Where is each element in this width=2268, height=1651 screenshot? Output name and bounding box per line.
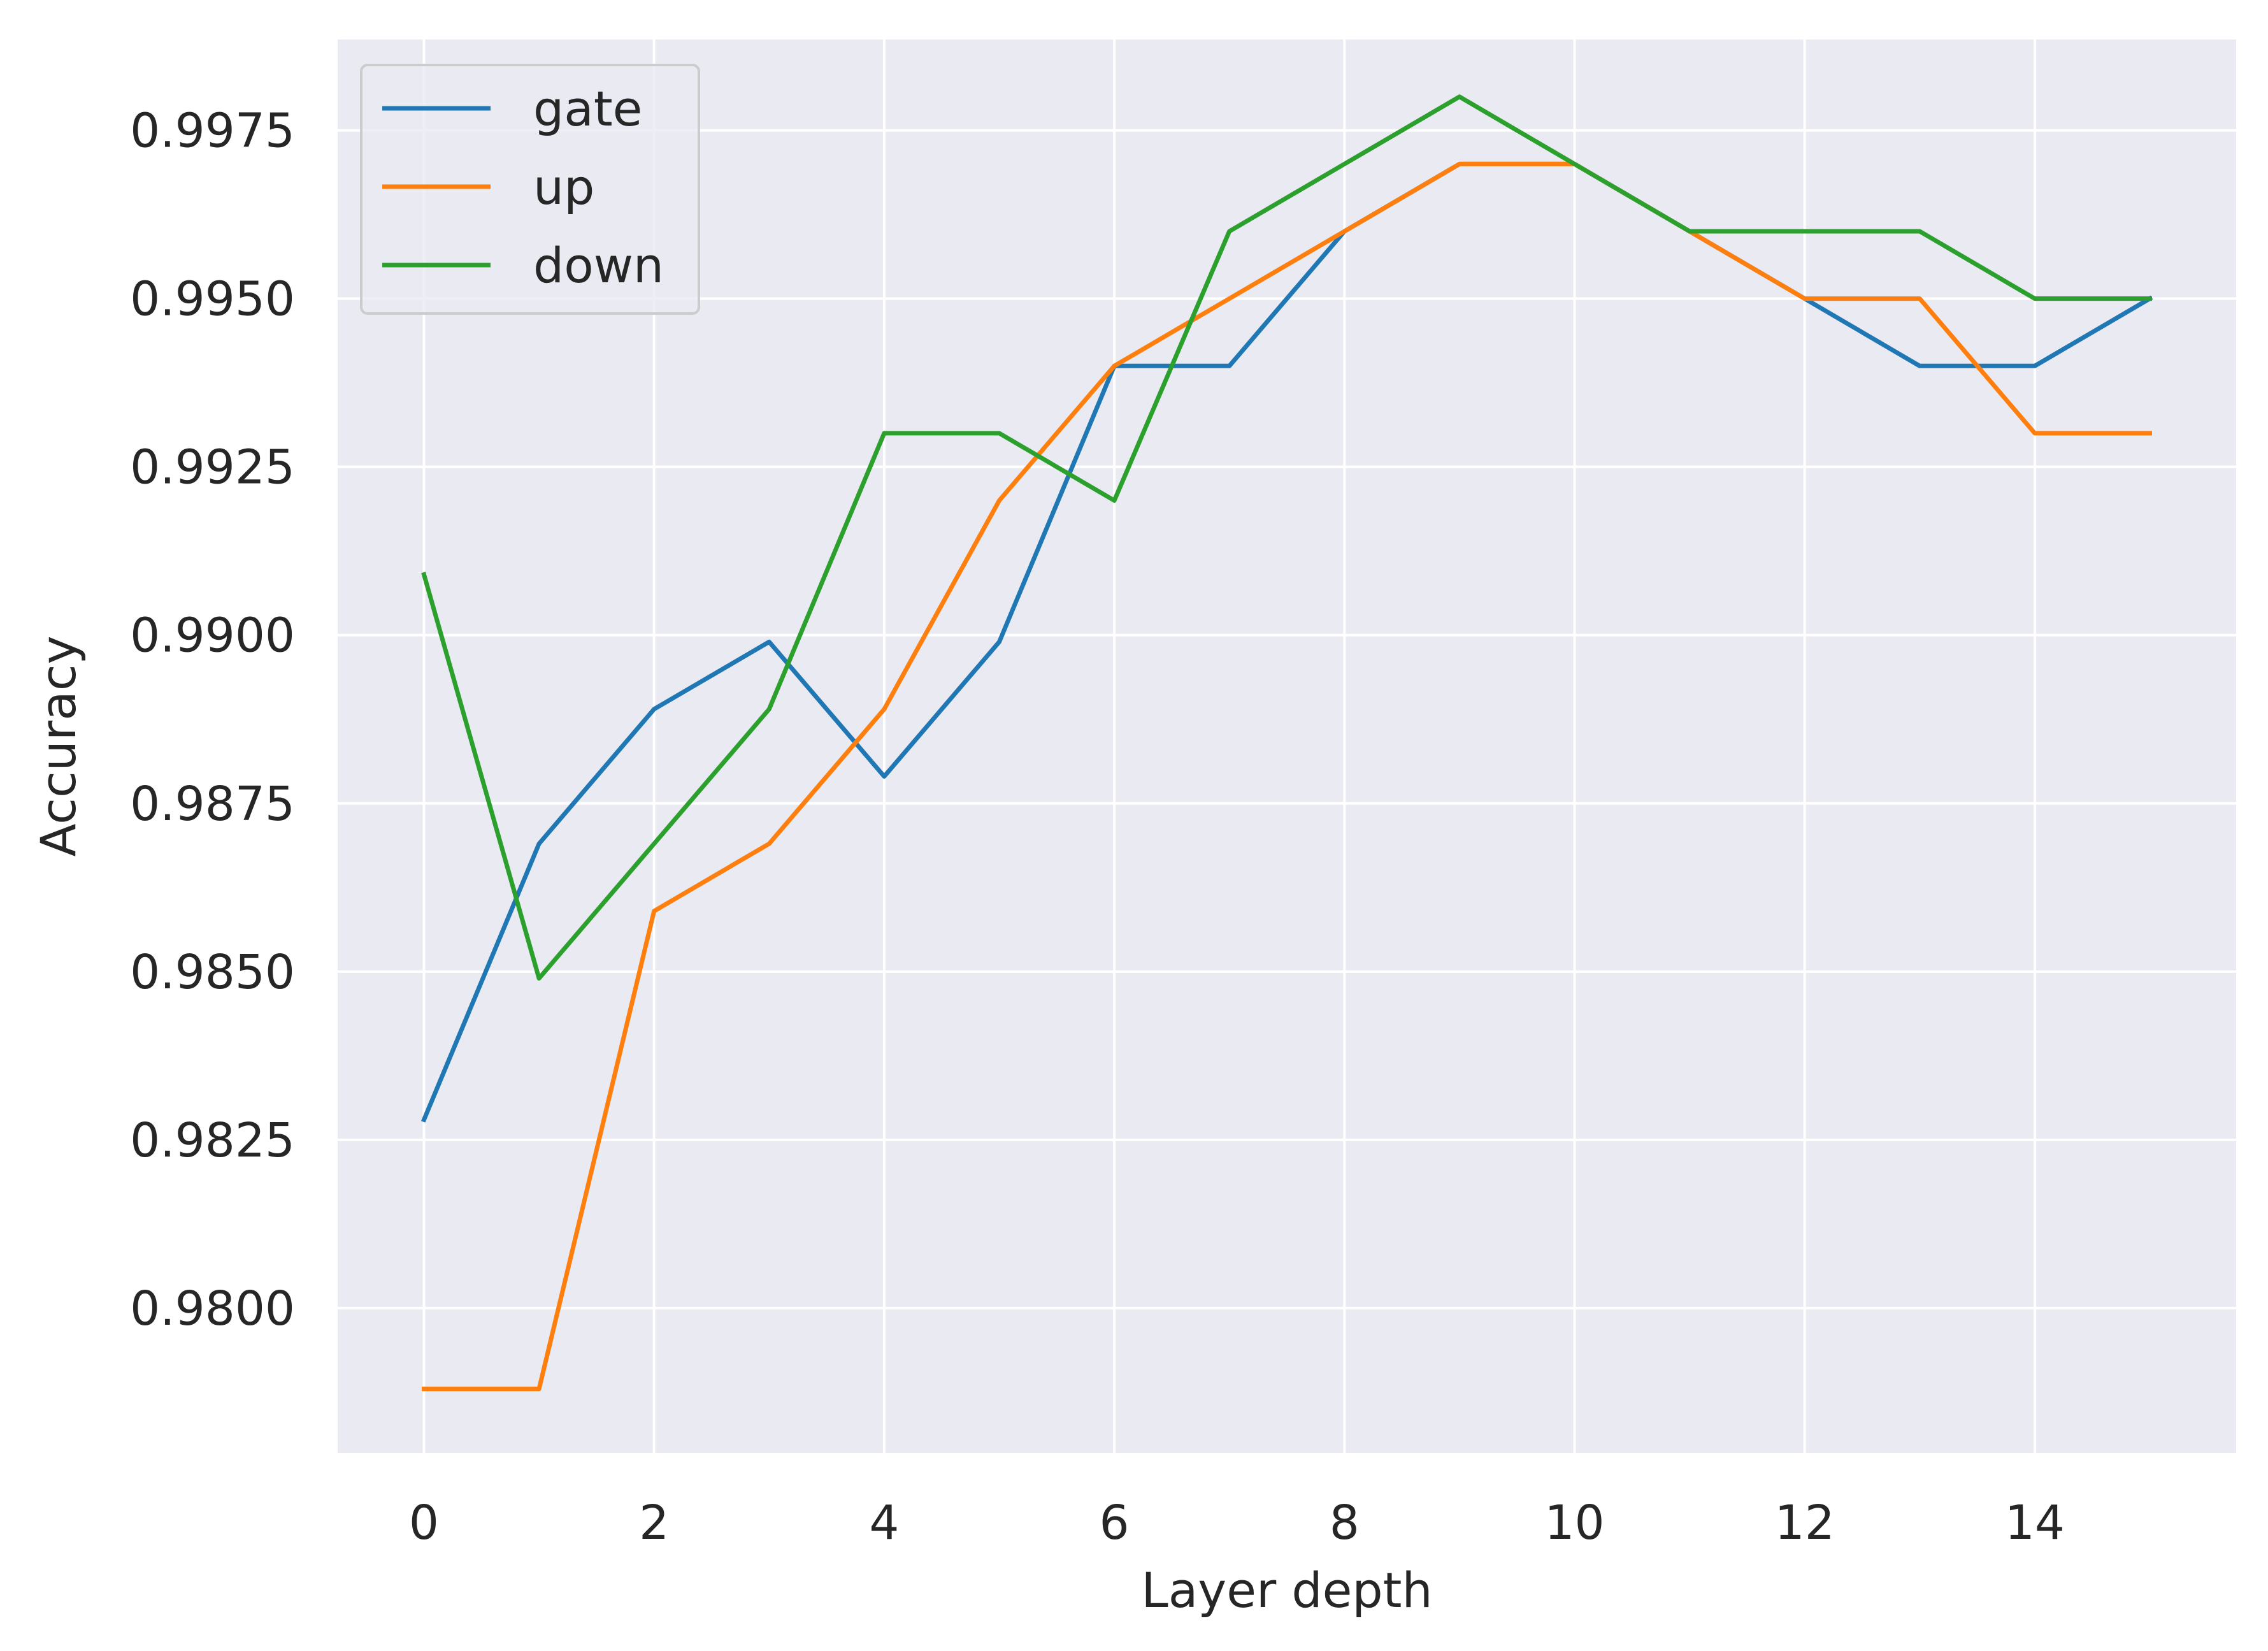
y-tick-labels: 0.9800 0.9825 0.9850 0.9875 0.9900 0.9925 0.99…	[130, 104, 295, 1336]
x-tick-label: 14	[2005, 1496, 2065, 1550]
legend: gate up down	[360, 64, 700, 315]
x-axis-label: Layer depth	[1141, 1562, 1432, 1619]
legend-label-gate: gate	[533, 80, 642, 137]
y-tick-label: 0.9875	[130, 777, 295, 832]
x-tick-label: 6	[1100, 1496, 1130, 1550]
y-tick-label: 0.9825	[130, 1113, 295, 1168]
legend-label-down: down	[533, 237, 664, 294]
x-tick-label: 2	[639, 1496, 669, 1550]
y-axis-label: Accuracy	[30, 636, 87, 857]
y-tick-label: 0.9925	[130, 440, 295, 495]
series-line-down	[421, 94, 2152, 981]
legend-label-up: up	[533, 159, 594, 215]
x-tick-label: 8	[1330, 1496, 1360, 1550]
y-tick-label: 0.9975	[130, 104, 295, 159]
x-tick-label: 10	[1544, 1496, 1604, 1550]
legend-frame	[360, 64, 700, 315]
y-tick-label: 0.9900	[130, 609, 295, 663]
x-tick-label: 12	[1775, 1496, 1835, 1550]
series-line-up	[422, 161, 2152, 1392]
legend-entries: gate up down	[382, 80, 664, 294]
series-line-gate	[420, 161, 2153, 1123]
y-tick-label: 0.9800	[130, 1281, 295, 1336]
y-tick-label: 0.9950	[130, 272, 295, 327]
x-tick-label: 0	[409, 1496, 439, 1550]
series-lines	[420, 94, 2153, 1392]
x-tick-label: 4	[869, 1496, 899, 1550]
y-tick-label: 0.9850	[130, 945, 295, 1000]
x-tick-labels: 0 2 4 6 8 10 12 14	[409, 1496, 2065, 1550]
